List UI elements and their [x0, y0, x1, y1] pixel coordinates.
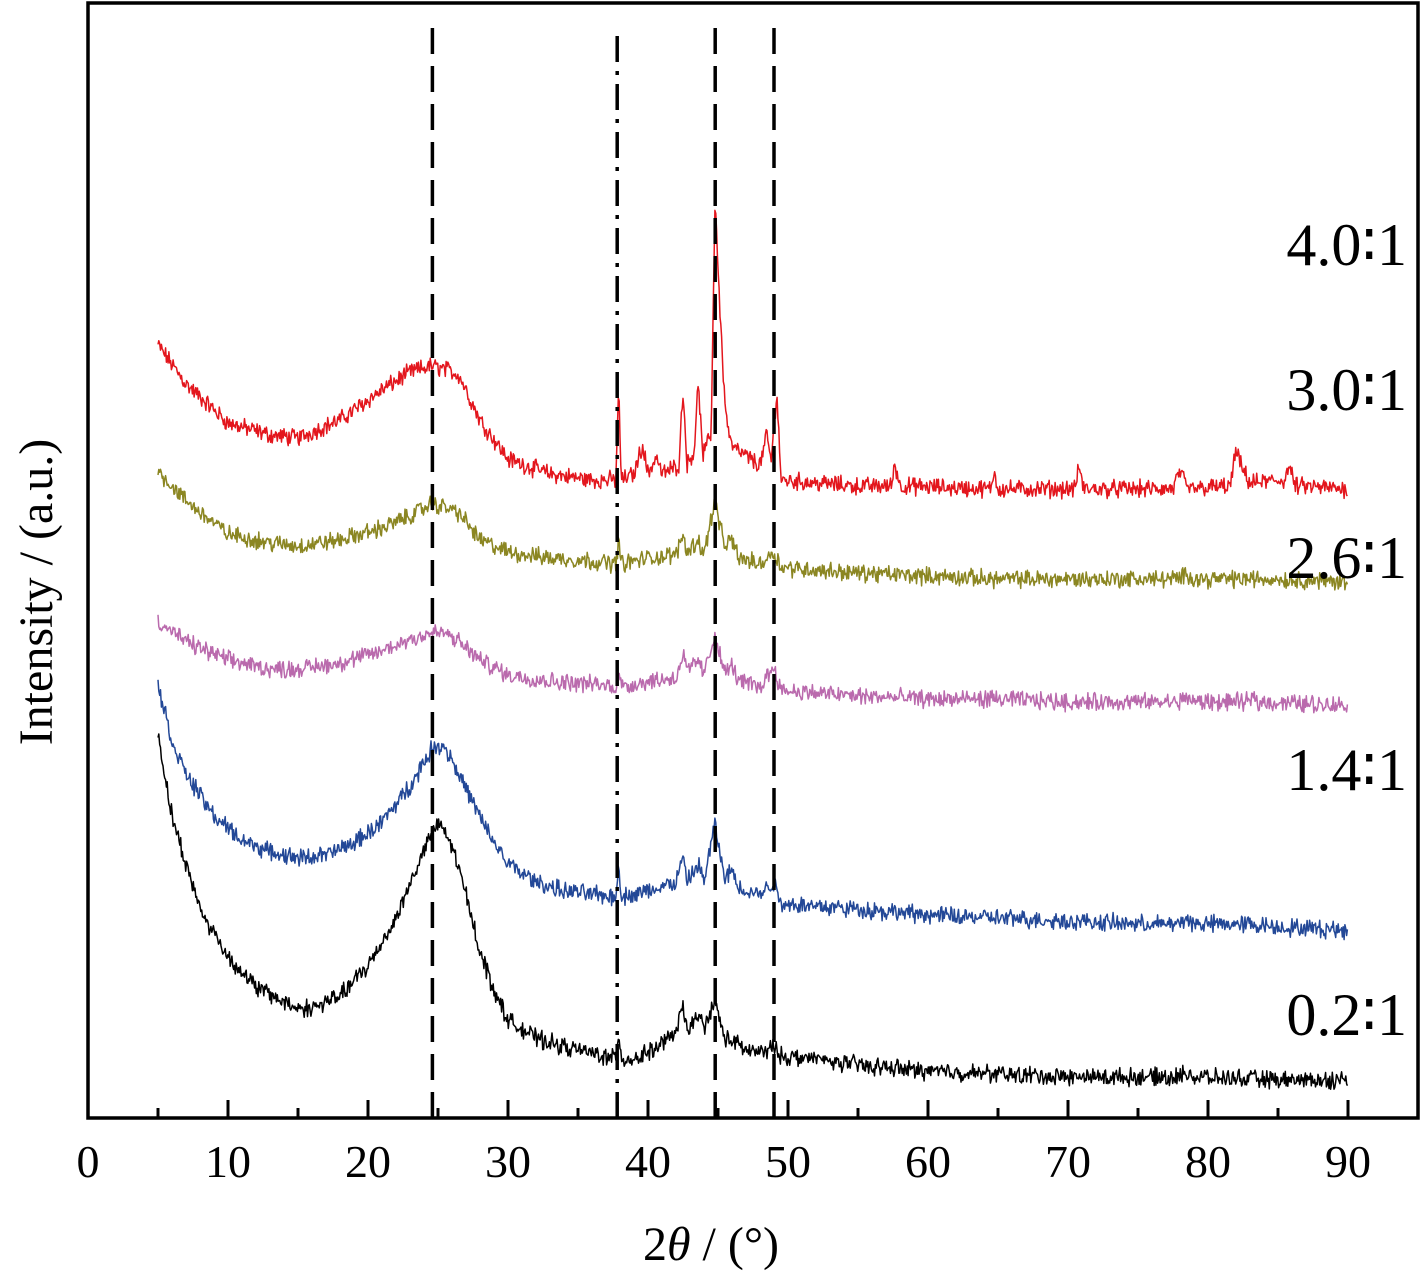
x-axis-title: 2θ / (°): [643, 1218, 779, 1271]
x-tick-label: 40: [625, 1136, 671, 1187]
y-axis-title: Intensity / (a.u.): [10, 439, 63, 746]
series-line-3-0: [157, 468, 1349, 591]
x-tick-label: 20: [345, 1136, 391, 1187]
plot-frame: [86, 1, 1420, 1120]
series-curves: [157, 209, 1349, 1090]
series-label: 2.6∶1: [1286, 525, 1407, 591]
series-line-0-2: [157, 733, 1349, 1090]
x-tick-labels: 0 10 20 30 40 50 60 70 80 90: [77, 1136, 1372, 1187]
x-tick-label: 90: [1325, 1136, 1371, 1187]
series-label: 4.0∶1: [1286, 212, 1407, 278]
series-label: 0.2∶1: [1286, 982, 1407, 1048]
x-tick-label: 10: [205, 1136, 251, 1187]
series-label: 3.0∶1: [1286, 357, 1407, 423]
series-label: 1.4∶1: [1286, 737, 1407, 803]
reference-lines: [430, 28, 776, 1118]
series-line-4-0: [157, 209, 1348, 500]
series-line-2-6: [157, 614, 1349, 714]
x-tick-label: 60: [905, 1136, 951, 1187]
x-tick-label: 30: [485, 1136, 531, 1187]
x-tick-label: 0: [77, 1136, 100, 1187]
x-tick-label: 70: [1045, 1136, 1091, 1187]
x-tick-label: 50: [765, 1136, 811, 1187]
x-axis-ticks: [86, 1100, 1350, 1118]
x-tick-label: 80: [1185, 1136, 1231, 1187]
series-labels: 4.0∶1 3.0∶1 2.6∶1 1.4∶1 0.2∶1: [1286, 212, 1407, 1048]
series-line-1-4: [157, 679, 1349, 941]
